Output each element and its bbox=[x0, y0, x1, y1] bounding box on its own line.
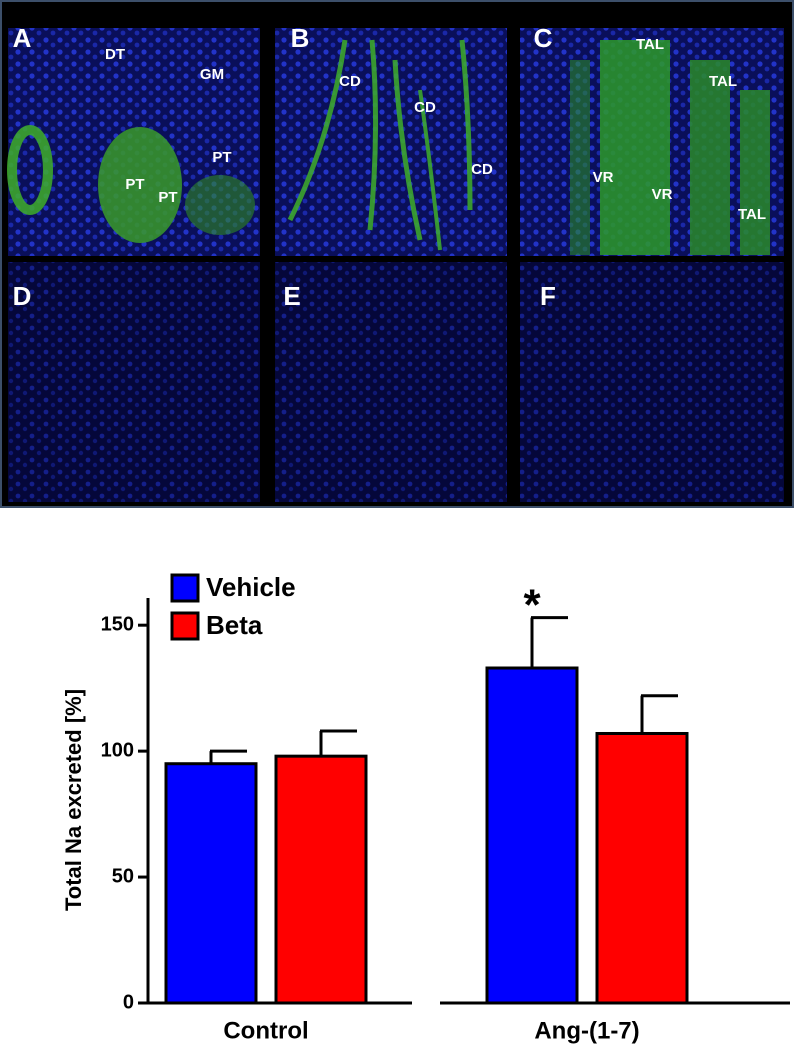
panel-letter: F bbox=[540, 281, 556, 311]
x-tick-label: Control bbox=[223, 1017, 308, 1044]
structure-label: DT bbox=[105, 46, 125, 63]
panel-letter: A bbox=[13, 23, 32, 53]
structure-label: PT bbox=[158, 189, 177, 206]
structure-label: CD bbox=[414, 99, 436, 116]
legend-swatch bbox=[170, 573, 200, 603]
x-tick-label: Ang-(1-7) bbox=[534, 1017, 639, 1044]
legend-swatch bbox=[170, 611, 200, 641]
legend-label: Beta bbox=[206, 610, 263, 640]
panel-letter: D bbox=[13, 281, 32, 311]
structure-label: TAL bbox=[738, 206, 766, 223]
panel-letter: B bbox=[291, 23, 310, 53]
bar bbox=[274, 754, 368, 1005]
structure-label: PT bbox=[125, 176, 144, 193]
structure-label: CD bbox=[471, 161, 493, 178]
bar bbox=[595, 731, 689, 1005]
panel-letter: C bbox=[534, 23, 553, 53]
structure-label: GM bbox=[200, 66, 224, 83]
legend-label: Vehicle bbox=[206, 572, 296, 602]
bar bbox=[164, 762, 258, 1005]
micrographs bbox=[7, 28, 784, 502]
structure-label: VR bbox=[593, 169, 614, 186]
y-tick-label: 0 bbox=[123, 991, 134, 1013]
structure-label: VR bbox=[652, 186, 673, 203]
y-tick-label: 100 bbox=[101, 739, 134, 761]
structure-label: TAL bbox=[709, 73, 737, 90]
y-axis-label: Total Na excreted [%] bbox=[61, 689, 86, 911]
bar bbox=[485, 666, 579, 1005]
y-tick-label: 50 bbox=[112, 865, 134, 887]
significance-marker: * bbox=[523, 580, 541, 629]
panel-letter: E bbox=[283, 281, 300, 311]
y-tick-label: 150 bbox=[101, 613, 134, 635]
structure-label: CD bbox=[339, 73, 361, 90]
structure-label: PT bbox=[212, 149, 231, 166]
structure-label: TAL bbox=[636, 36, 664, 53]
